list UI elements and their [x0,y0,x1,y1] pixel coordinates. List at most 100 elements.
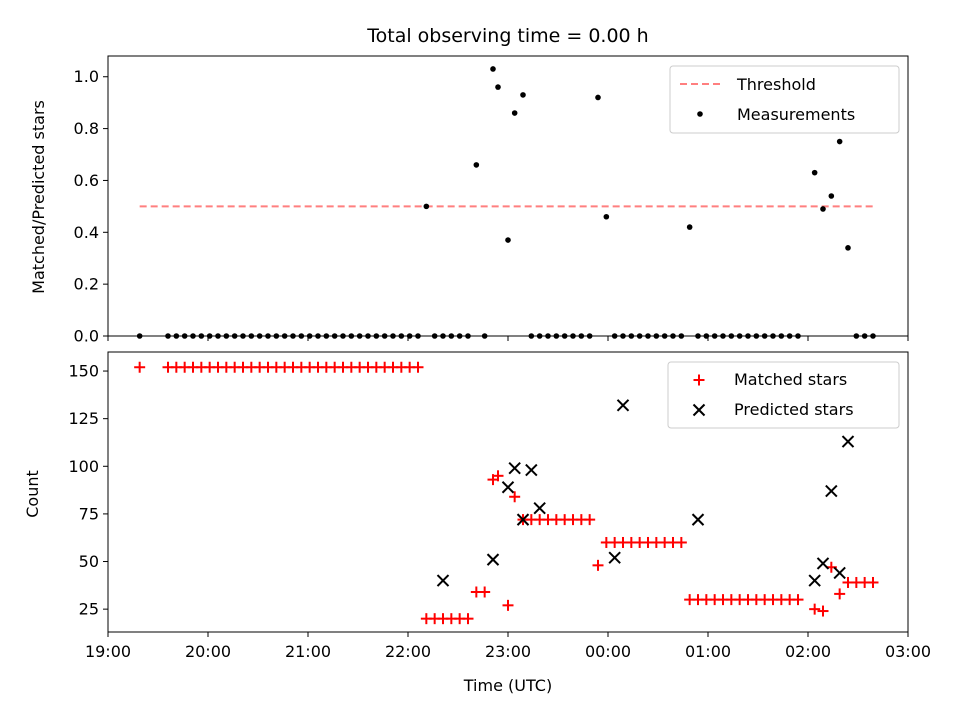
predicted-point [825,484,838,498]
top-ytick-label: 0.8 [74,119,99,138]
predicted-point [501,481,515,494]
measurements-legend-label: Measurements [737,105,855,124]
matched-legend-label: Matched stars [734,370,847,389]
predicted-point [533,501,546,515]
top-y-axis-title: Matched/Predicted stars [29,100,48,294]
matched-point [867,576,879,588]
chart-title: Total observing time = 0.00 h [366,25,648,47]
measurement-point [473,162,480,168]
xtick-label: 02:00 [785,642,831,661]
matched-point [412,361,424,373]
bottom-ytick-label: 25 [79,600,99,619]
bottom-ytick-label: 125 [68,409,99,428]
predicted-point-b [501,481,515,494]
matched-point [809,603,821,615]
predicted-point-b [533,501,546,515]
predicted-point [486,553,500,566]
predicted-point-b [808,574,821,587]
xtick-label: 20:00 [185,642,231,661]
xtick-label: 01:00 [685,642,731,661]
predicted-legend-cross [692,403,706,417]
predicted-point-b [616,399,630,412]
predicted-point-b [486,553,500,566]
predicted-point-b [436,574,450,587]
xtick-label: 03:00 [885,642,931,661]
x-axis-title: Time (UTC) [463,676,552,695]
matched-point [492,470,504,482]
bottom-y-axis-title: Count [23,470,42,518]
predicted-point-b [841,435,855,448]
matched-point [479,586,491,598]
predicted-point-b [825,484,838,498]
measurement-point [603,213,610,220]
predicted-point [436,574,450,587]
xtick-label: 00:00 [585,642,631,661]
predicted-point-b [525,463,538,477]
measurement-point [820,206,826,212]
measurement-point [505,237,511,243]
bottom-ytick-label: 150 [68,362,99,381]
predicted-point-b [516,513,530,526]
top-ytick-label: 0.2 [74,275,99,294]
predicted-point-b [816,557,830,570]
predicted-point [833,566,846,580]
matched-legend-plus [693,374,705,386]
predicted-point [691,513,705,526]
measurement-point [595,94,601,101]
measurement-point [828,193,835,199]
top-panel: Total observing time = 0.00 h Matched/Pr… [29,25,909,346]
predicted-point-b [508,461,521,475]
predicted-point-b [608,551,621,564]
matched-point [792,594,804,606]
matched-point [584,514,596,526]
measurements-legend-marker [697,111,703,117]
top-ytick-label: 1.0 [74,67,99,86]
xtick-label: 19:00 [85,642,131,661]
top-legend-box [669,65,900,134]
bottom-ytick-label: 50 [79,552,99,571]
bottom-plot-area [134,361,879,625]
predicted-point-b [691,513,705,526]
measurement-point [490,66,496,72]
xtick-label: 22:00 [385,642,431,661]
matched-point [502,599,514,611]
measurement-point [836,138,843,145]
measurement-point [811,169,818,176]
predicted-point [808,574,821,587]
bottom-ytick-label: 100 [68,457,99,476]
bottom-y-ticks: 25 50 75 100 125 150 [68,362,108,619]
predicted-point [816,557,830,570]
bottom-legend-box [667,361,900,429]
predicted-point-b [833,566,846,580]
predicted-point [508,461,521,475]
measurement-point [495,84,501,90]
top-legend: Threshold Measurements [669,65,900,134]
top-ytick-label: 0.6 [74,171,99,190]
bottom-legend: Matched stars Predicted stars [667,361,900,429]
predicted-point [608,551,621,564]
matched-point [462,613,474,625]
top-x-ticks [107,336,909,341]
xtick-label: 23:00 [485,642,531,661]
measurement-point [845,245,851,251]
top-ytick-label: 0.4 [74,223,99,242]
measurement-point [511,110,518,116]
predicted-point [616,399,630,412]
measurement-point [520,92,526,98]
top-axes-frame [107,55,909,337]
bottom-axes-frame [107,351,909,633]
xtick-label: 21:00 [285,642,331,661]
matched-point [134,361,146,373]
matched-point [592,559,604,571]
measurement-point [686,224,693,230]
predicted-point [525,463,538,477]
predicted-legend-marker [692,403,706,417]
bottom-ytick-label: 75 [79,504,99,523]
measurement-point [423,203,430,210]
bottom-x-ticks: 19:00 20:00 21:00 22:00 23:00 00:00 01:00 02:00… [85,632,931,661]
bottom-panel: Count Time (UTC) 25 50 75 100 125 150 19:00 20… [23,351,931,695]
predicted-legend-label: Predicted stars [734,400,854,419]
top-y-ticks: 0.0 0.2 0.4 0.6 0.8 1.0 [74,67,108,346]
matched-point [834,588,846,600]
